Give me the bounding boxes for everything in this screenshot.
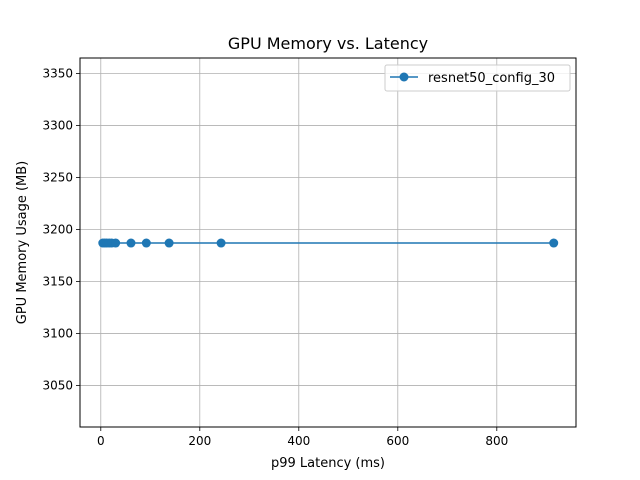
legend-box [384, 64, 571, 92]
y-tick-label: 3200 [42, 223, 73, 237]
x-axis-label: p99 Latency (ms) [271, 456, 385, 471]
y-tick-label: 3300 [42, 119, 73, 133]
x-tick-label: 600 [386, 434, 409, 448]
chart-title: GPU Memory vs. Latency [228, 34, 428, 53]
y-tick-label: 3350 [42, 67, 73, 81]
legend: resnet50_config_30 [384, 64, 571, 92]
data-point [216, 238, 226, 248]
data-point [111, 238, 121, 248]
y-tick-label: 3150 [42, 274, 73, 288]
data-point [141, 238, 151, 248]
tick-layer: 0 200 400 600 800 3050 3100 3150 3200 3250 3300 335… [42, 67, 508, 448]
x-tick-label: 800 [485, 434, 508, 448]
data-point [549, 238, 559, 248]
y-tick-label: 3100 [42, 326, 73, 340]
y-tick-label: 3050 [42, 378, 73, 392]
data-point [126, 238, 136, 248]
x-tick-label: 0 [97, 434, 105, 448]
y-tick-label: 3250 [42, 171, 73, 185]
x-tick-label: 200 [188, 434, 211, 448]
data-point [164, 238, 174, 248]
series-layer [98, 238, 559, 248]
legend-label: resnet50_config_30 [428, 71, 555, 86]
x-tick-label: 400 [287, 434, 310, 448]
plot-frame [79, 57, 577, 428]
legend-marker-swatch [399, 72, 409, 82]
y-axis-label: GPU Memory Usage (MB) [15, 161, 30, 324]
